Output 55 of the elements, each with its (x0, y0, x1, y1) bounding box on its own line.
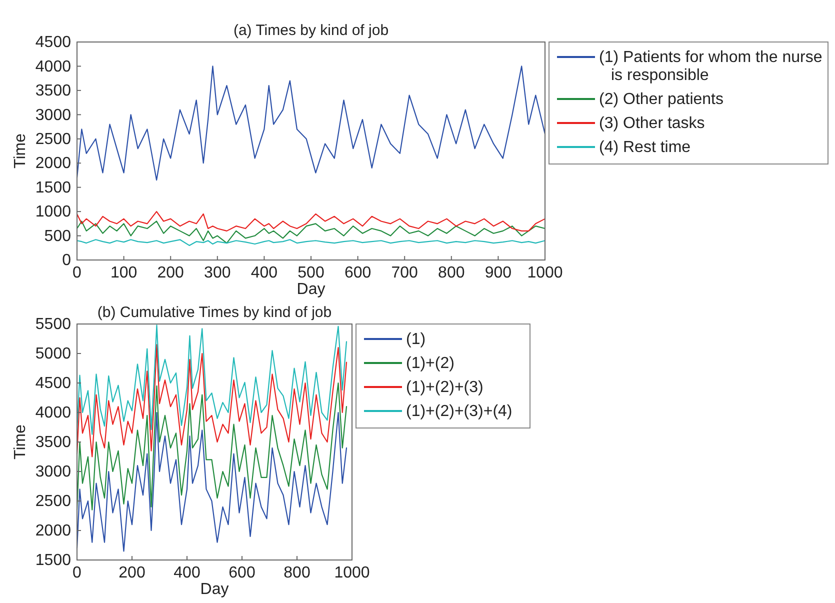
x-tick-label: 800 (438, 264, 465, 282)
y-tick-label: 3000 (35, 464, 72, 481)
legend-label: (1) Patients for whom the nurse is responsible (599, 49, 822, 84)
line-series (76, 324, 348, 435)
legend-label: (1)+(2)+(3) (406, 379, 484, 396)
y-tick-label: 4000 (35, 404, 72, 422)
x-tick-label: 600 (228, 564, 256, 582)
y-tick-label: 2500 (35, 493, 72, 510)
x-tick-label: 1000 (334, 564, 370, 582)
y-tick-label: 2000 (35, 522, 72, 540)
y-tick-label: 0 (62, 252, 72, 270)
y-tick-label: 1000 (35, 204, 72, 221)
chart-title: (a) Times by kind of job (233, 22, 389, 39)
y-tick-label: 5500 (35, 316, 72, 334)
legend-label: (1)+(2)+(3)+(4) (406, 403, 512, 420)
x-tick-label: 200 (157, 264, 184, 282)
x-tick-label: 400 (174, 564, 200, 582)
line-series (76, 220, 546, 244)
legend-label: (1)+(2) (406, 355, 454, 372)
x-tick-label: 900 (484, 264, 512, 282)
y-tick-label: 2500 (35, 131, 72, 148)
x-tick-label: 400 (250, 264, 278, 282)
y-tick-label: 2000 (35, 155, 72, 172)
x-tick-label: 700 (391, 264, 418, 282)
x-tick-label: 500 (298, 264, 324, 282)
line-series (76, 66, 546, 181)
x-tick-label: 100 (110, 264, 138, 282)
x-tick-label: 1000 (527, 264, 563, 282)
x-tick-label: 600 (344, 264, 372, 282)
y-tick-label: 4500 (35, 375, 72, 392)
y-tick-label: 3500 (35, 434, 72, 452)
y-tick-label: 4500 (35, 34, 72, 52)
legend-label: (4) Rest time (599, 139, 691, 156)
y-tick-label: 3500 (35, 82, 72, 100)
line-series (76, 412, 348, 552)
x-tick-label: 800 (284, 564, 310, 582)
x-axis-title: Day (200, 581, 229, 598)
line-series (76, 344, 348, 458)
legend-label: (3) Other tasks (599, 115, 705, 132)
x-axis-title: Day (296, 281, 326, 298)
legend-label: (2) Other patients (599, 91, 724, 108)
line-series (76, 382, 348, 510)
y-tick-label: 5000 (35, 346, 72, 363)
x-tick-label: 300 (204, 264, 231, 282)
legend-label: (1) (406, 331, 426, 348)
y-tick-label: 500 (44, 228, 72, 245)
y-tick-label: 3000 (35, 106, 72, 124)
line-series (76, 211, 546, 232)
y-tick-label: 4000 (35, 58, 72, 76)
chart-title: (b) Cumulative Times by kind of job (97, 304, 332, 321)
x-tick-label: 200 (118, 564, 146, 582)
y-axis-title: Time (12, 424, 29, 460)
y-tick-label: 1500 (35, 179, 72, 196)
y-tick-label: 1500 (35, 552, 72, 570)
y-axis-title: Time (12, 133, 29, 168)
